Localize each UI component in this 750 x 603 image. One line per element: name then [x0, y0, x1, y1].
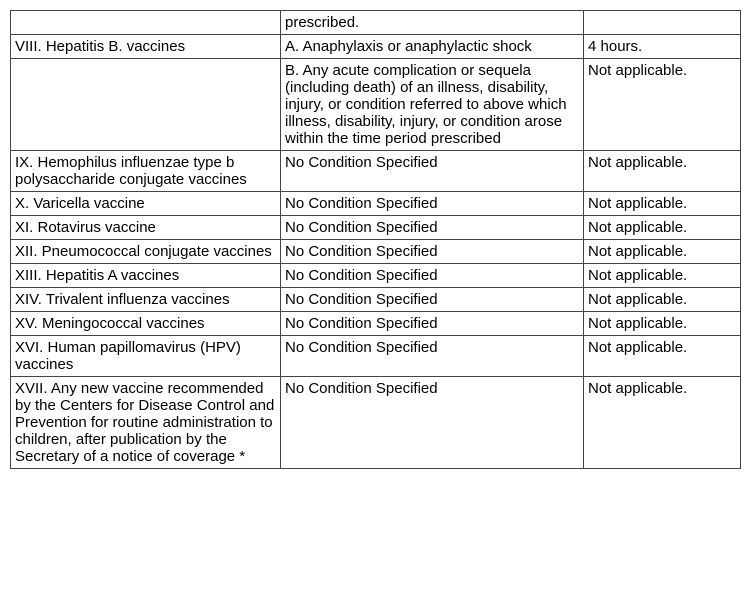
cell-vaccine: XI. Rotavirus vaccine	[11, 216, 281, 240]
cell-vaccine: XIII. Hepatitis A vaccines	[11, 264, 281, 288]
cell-time: Not applicable.	[584, 151, 741, 192]
cell-condition: A. Anaphylaxis or anaphylactic shock	[281, 35, 584, 59]
cell-time: 4 hours.	[584, 35, 741, 59]
cell-vaccine: IX. Hemophilus influenzae type b polysac…	[11, 151, 281, 192]
cell-condition: No Condition Specified	[281, 312, 584, 336]
table-row: prescribed.	[11, 11, 741, 35]
cell-vaccine	[11, 59, 281, 151]
cell-vaccine: XII. Pneumococcal conjugate vaccines	[11, 240, 281, 264]
cell-condition: No Condition Specified	[281, 216, 584, 240]
cell-vaccine: VIII. Hepatitis B. vaccines	[11, 35, 281, 59]
cell-condition: B. Any acute complication or sequela (in…	[281, 59, 584, 151]
cell-time: Not applicable.	[584, 264, 741, 288]
cell-condition: No Condition Specified	[281, 264, 584, 288]
table-row: XIV. Trivalent influenza vaccines No Con…	[11, 288, 741, 312]
cell-time	[584, 11, 741, 35]
table-row: X. Varicella vaccine No Condition Specif…	[11, 192, 741, 216]
cell-time: Not applicable.	[584, 240, 741, 264]
table-row: XVI. Human papillomavirus (HPV) vaccines…	[11, 336, 741, 377]
cell-condition: prescribed.	[281, 11, 584, 35]
cell-vaccine: X. Varicella vaccine	[11, 192, 281, 216]
cell-vaccine: XVI. Human papillomavirus (HPV) vaccines	[11, 336, 281, 377]
cell-condition: No Condition Specified	[281, 288, 584, 312]
cell-time: Not applicable.	[584, 336, 741, 377]
table-row: B. Any acute complication or sequela (in…	[11, 59, 741, 151]
cell-time: Not applicable.	[584, 216, 741, 240]
cell-condition: No Condition Specified	[281, 192, 584, 216]
cell-condition: No Condition Specified	[281, 336, 584, 377]
cell-time: Not applicable.	[584, 312, 741, 336]
table-body: prescribed. VIII. Hepatitis B. vaccines …	[11, 11, 741, 469]
cell-condition: No Condition Specified	[281, 377, 584, 469]
cell-vaccine: XV. Meningococcal vaccines	[11, 312, 281, 336]
cell-vaccine: XVII. Any new vaccine recommended by the…	[11, 377, 281, 469]
table-row: VIII. Hepatitis B. vaccines A. Anaphylax…	[11, 35, 741, 59]
cell-time: Not applicable.	[584, 377, 741, 469]
table-row: XI. Rotavirus vaccine No Condition Speci…	[11, 216, 741, 240]
table-row: XIII. Hepatitis A vaccines No Condition …	[11, 264, 741, 288]
table-row: XV. Meningococcal vaccines No Condition …	[11, 312, 741, 336]
table-row: IX. Hemophilus influenzae type b polysac…	[11, 151, 741, 192]
cell-vaccine	[11, 11, 281, 35]
vaccine-table: prescribed. VIII. Hepatitis B. vaccines …	[10, 10, 741, 469]
cell-condition: No Condition Specified	[281, 151, 584, 192]
cell-time: Not applicable.	[584, 59, 741, 151]
table-row: XII. Pneumococcal conjugate vaccines No …	[11, 240, 741, 264]
cell-time: Not applicable.	[584, 192, 741, 216]
cell-condition: No Condition Specified	[281, 240, 584, 264]
table-row: XVII. Any new vaccine recommended by the…	[11, 377, 741, 469]
cell-time: Not applicable.	[584, 288, 741, 312]
cell-vaccine: XIV. Trivalent influenza vaccines	[11, 288, 281, 312]
